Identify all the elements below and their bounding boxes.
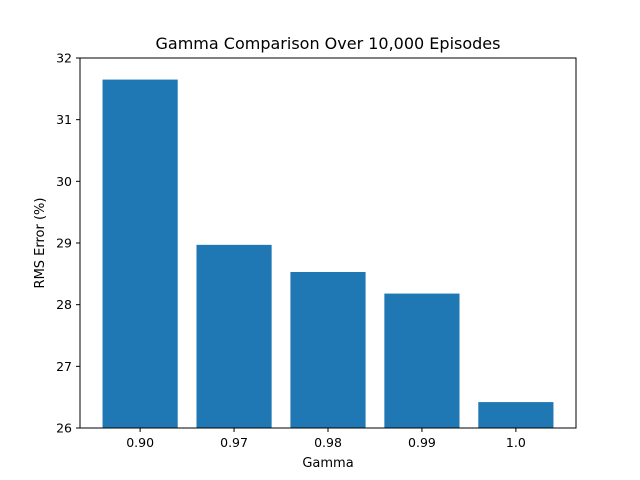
bar-0.97	[196, 244, 272, 428]
chart-title: Gamma Comparison Over 10,000 Episodes	[156, 34, 501, 53]
x-axis: 0.90 0.97 0.98 0.99 1.0	[126, 428, 526, 450]
y-tick-label: 27	[56, 359, 72, 374]
y-tick-label: 29	[56, 236, 72, 251]
bar-1.0	[478, 402, 554, 428]
bar-0.90	[102, 79, 178, 428]
x-tick-label: 0.97	[220, 435, 248, 450]
bar-0.98	[290, 271, 366, 428]
y-tick-label: 26	[56, 421, 72, 436]
y-tick-label: 31	[56, 112, 72, 127]
x-axis-label: Gamma	[302, 456, 353, 471]
y-tick-label: 32	[56, 51, 72, 66]
y-tick-label: 30	[56, 174, 72, 189]
x-tick-label: 0.98	[314, 435, 342, 450]
y-axis-label: RMS Error (%)	[33, 198, 48, 289]
x-tick-label: 0.90	[126, 435, 154, 450]
x-tick-label: 0.99	[408, 435, 436, 450]
x-tick-label: 1.0	[506, 435, 526, 450]
y-tick-label: 28	[56, 297, 72, 312]
bars-group	[102, 79, 554, 428]
bar-0.99	[384, 293, 460, 428]
y-axis: 26 27 28 29 30 31 32	[56, 51, 80, 436]
plot-frame	[79, 57, 577, 429]
